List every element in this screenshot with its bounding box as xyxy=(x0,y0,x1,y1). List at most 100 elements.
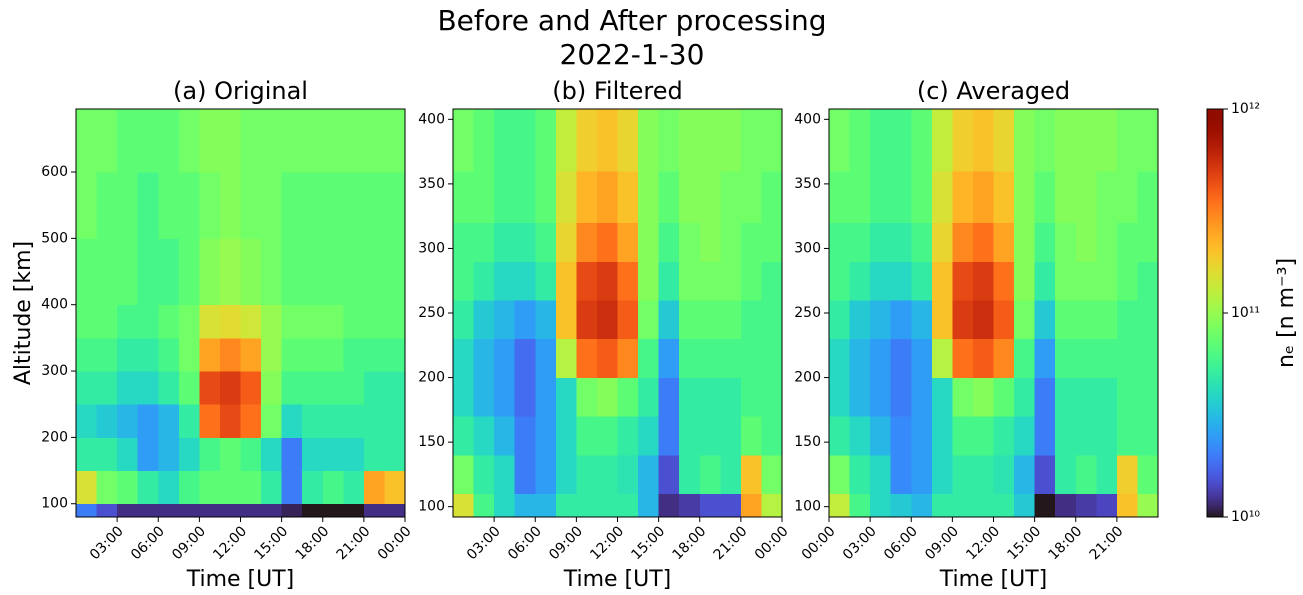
heatmap-cell xyxy=(1075,222,1097,262)
heatmap-cell xyxy=(514,222,536,262)
y-tick-label: 250 xyxy=(794,305,821,321)
heatmap-cell xyxy=(617,377,639,417)
heatmap-cell xyxy=(679,109,701,172)
heatmap-cell xyxy=(1137,300,1159,340)
heatmap-cell xyxy=(576,109,598,172)
heatmap-cell xyxy=(1034,377,1056,417)
y-tick-label: 150 xyxy=(794,434,821,450)
heatmap-cell xyxy=(1075,170,1097,224)
heatmap-cell xyxy=(384,109,406,173)
heatmap-cell xyxy=(1055,261,1077,301)
heatmap-cell xyxy=(829,377,850,417)
panel-title: (a) Original xyxy=(173,77,308,105)
heatmap-cell xyxy=(829,300,850,340)
heatmap-cell xyxy=(219,337,241,372)
heatmap-cell xyxy=(972,261,994,301)
heatmap-cell xyxy=(993,338,1015,378)
y-tick-label: 400 xyxy=(794,111,821,127)
heatmap-cell xyxy=(219,437,241,471)
heatmap-cell xyxy=(261,470,283,505)
heatmap-cell xyxy=(720,455,742,495)
heatmap-cell xyxy=(1075,300,1097,340)
heatmap-cell xyxy=(972,338,994,378)
heatmap-cell xyxy=(699,493,721,518)
heatmap-cell xyxy=(240,109,262,173)
heatmap-cell xyxy=(740,300,762,340)
heatmap-cell xyxy=(158,404,180,438)
heatmap-cell xyxy=(761,455,783,495)
heatmap-cell xyxy=(96,437,118,471)
heatmap-cell xyxy=(870,377,892,417)
heatmap-cell xyxy=(158,337,180,372)
heatmap-cell xyxy=(281,172,303,239)
heatmap-cell xyxy=(1116,170,1138,224)
heatmap-cell xyxy=(219,238,241,306)
heatmap-cell xyxy=(261,337,283,372)
y-tick-label: 600 xyxy=(41,164,68,180)
figure-title: Before and After processing xyxy=(437,4,826,37)
heatmap-cell xyxy=(658,300,680,340)
heatmap-cell xyxy=(453,455,474,495)
y-tick-label: 100 xyxy=(794,499,821,515)
y-tick-label: 200 xyxy=(794,370,821,386)
heatmap-cell xyxy=(343,172,365,239)
heatmap-cell xyxy=(178,503,200,518)
heatmap-cell xyxy=(699,261,721,301)
heatmap-cell xyxy=(952,261,974,301)
heatmap-cell xyxy=(890,222,912,262)
y-tick-label: 100 xyxy=(41,496,68,512)
heatmap-cell xyxy=(576,300,598,340)
heatmap-cell xyxy=(240,337,262,372)
colorbar xyxy=(1206,108,1224,518)
heatmap-cell xyxy=(322,437,344,471)
heatmap-cell xyxy=(1034,109,1056,172)
heatmap-cell xyxy=(453,416,474,456)
heatmap-cell xyxy=(535,109,557,172)
heatmap-cell xyxy=(658,170,680,224)
heatmap-cell xyxy=(281,503,303,518)
heatmap-cell xyxy=(158,503,180,518)
x-tick-label: 21:00 xyxy=(711,523,751,563)
heatmap-cell xyxy=(576,455,598,495)
heatmap-cell xyxy=(555,377,577,417)
heatmap-cell xyxy=(514,377,536,417)
heatmap-cell xyxy=(1116,338,1138,378)
heatmap-cell xyxy=(720,170,742,224)
heatmap-cell xyxy=(679,261,701,301)
heatmap-cell xyxy=(178,238,200,306)
heatmap-panel: (b) Filtered 100 150 200 250 300 350 400 03:00 06… xyxy=(418,77,791,592)
heatmap-cell xyxy=(178,437,200,471)
heatmap-cell xyxy=(158,470,180,505)
heatmap-cell xyxy=(322,371,344,405)
heatmap-cell xyxy=(240,304,262,339)
heatmap-cell xyxy=(343,304,365,339)
heatmap-cell xyxy=(870,222,892,262)
heatmap-cell xyxy=(240,437,262,471)
heatmap-panel: (a) Original 100 200 300 400 500 600 03:00 06:00… xyxy=(11,77,415,592)
heatmap-cell xyxy=(679,416,701,456)
heatmap-cell xyxy=(1014,416,1036,456)
heatmap-cell xyxy=(1137,109,1159,172)
heatmap-cell xyxy=(322,503,344,518)
heatmap-cell xyxy=(720,416,742,456)
heatmap-cell xyxy=(1116,377,1138,417)
heatmap-cell xyxy=(1055,338,1077,378)
heatmap-cell xyxy=(931,170,953,224)
x-tick-label: 09:00 xyxy=(922,523,962,563)
heatmap-cell xyxy=(658,377,680,417)
heatmap-cell xyxy=(535,416,557,456)
heatmap-cell xyxy=(343,503,365,518)
heatmap-cell xyxy=(240,470,262,505)
heatmap-cell xyxy=(117,470,139,505)
heatmap-cell xyxy=(117,404,139,438)
heatmap-cell xyxy=(261,404,283,438)
heatmap-cell xyxy=(322,109,344,173)
heatmap-cell xyxy=(96,109,118,173)
heatmap-cell xyxy=(384,238,406,306)
heatmap-cell xyxy=(76,437,97,471)
heatmap-cell xyxy=(931,109,953,172)
heatmap-cell xyxy=(555,222,577,262)
heatmap-cell xyxy=(849,338,871,378)
heatmap-cell xyxy=(453,222,474,262)
heatmap-cell xyxy=(137,337,159,372)
